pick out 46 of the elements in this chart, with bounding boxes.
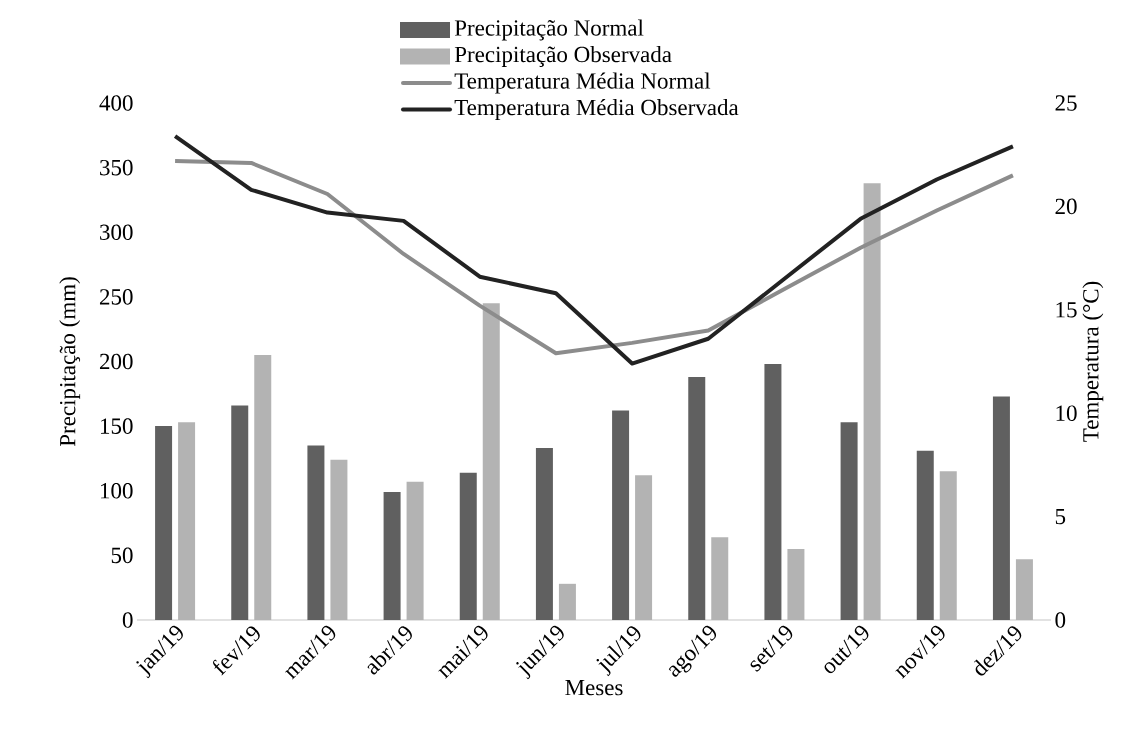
bar: [330, 459, 348, 620]
y2-tick-label: 25: [1055, 95, 1077, 111]
bar: [178, 422, 196, 620]
y2-tick-label: 0: [1055, 612, 1066, 628]
bar: [406, 481, 424, 620]
y-tick-label: 100: [100, 482, 133, 499]
y-tick-label: 300: [100, 224, 133, 240]
bar: [787, 548, 805, 620]
y-tick-label: 350: [100, 159, 133, 176]
bar: [535, 448, 553, 620]
bar: [482, 303, 500, 620]
legend-label: Temperatura Média Observada: [454, 99, 739, 120]
y-axis-title: Precipitação (mm): [59, 277, 81, 447]
y2-tick-label: 5: [1055, 508, 1066, 525]
bar: [1015, 559, 1033, 620]
y2-tick-label: 10: [1056, 405, 1077, 421]
bar: [155, 426, 173, 620]
bar: [612, 410, 630, 620]
bar: [254, 355, 272, 620]
legend-label: Precipitação Normal: [454, 19, 644, 41]
y2-axis-title: Temperatura (°C): [1082, 281, 1104, 442]
bar: [383, 492, 401, 620]
legend-label: Temperatura Média Normal: [454, 72, 711, 94]
x-axis-title: Meses: [565, 680, 623, 696]
y-tick-label: 250: [99, 289, 133, 305]
bar: [459, 472, 477, 620]
bar: [916, 450, 934, 620]
bar: [635, 475, 653, 620]
bar: [939, 471, 957, 620]
y2-tick-label: 20: [1055, 198, 1077, 215]
bar: [711, 537, 729, 620]
bar: [992, 396, 1010, 620]
y-tick-label: 400: [99, 95, 133, 111]
bar: [307, 445, 325, 620]
bar: [863, 183, 881, 620]
legend-label: Precipitação Observada: [454, 46, 672, 67]
bar: [558, 583, 576, 620]
bar: [688, 377, 706, 620]
y-tick-label: 200: [99, 353, 133, 370]
y-tick-label: 150: [100, 418, 133, 434]
bar: [840, 422, 858, 620]
y-tick-label: 50: [111, 547, 133, 564]
bar: [764, 364, 782, 620]
bar: [231, 405, 249, 620]
y2-tick-label: 15: [1056, 302, 1077, 318]
y-tick-label: 0: [122, 612, 133, 628]
